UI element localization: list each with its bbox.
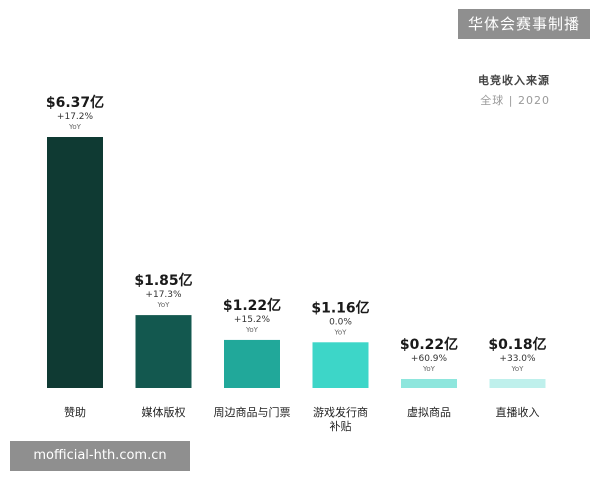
category-label: 周边商品与门票: [214, 405, 291, 419]
bar: [224, 339, 280, 388]
chart-title: 电竞收入来源: [478, 74, 550, 87]
category-label: 直播收入: [496, 405, 540, 419]
yoy-label: YoY: [68, 123, 82, 131]
bar: [312, 342, 369, 388]
bars-group: [47, 137, 546, 388]
growth-label: +33.0%: [499, 354, 536, 364]
category-label: 虚拟商品: [407, 405, 451, 419]
category-label: 赞助: [64, 405, 86, 419]
value-label: $1.85亿: [134, 272, 192, 289]
yoy-label: YoY: [245, 326, 259, 334]
watermark-top: 华体会赛事制播: [458, 9, 590, 39]
bar: [135, 315, 192, 388]
bar: [401, 379, 457, 388]
growth-label: 0.0%: [329, 317, 352, 327]
yoy-label: YoY: [511, 365, 525, 373]
labels-group: $6.37亿+17.2%YoY赞助$1.85亿+17.3%YoY媒体版权$1.2…: [46, 94, 547, 433]
chart-subtitle: 全球 | 2020: [480, 94, 550, 107]
yoy-label: YoY: [334, 328, 348, 336]
value-label: $0.18亿: [488, 336, 546, 353]
category-label: 游戏发行商: [313, 405, 368, 419]
value-label: $1.22亿: [223, 297, 281, 314]
chart-title-block: 电竞收入来源 全球 | 2020: [478, 72, 550, 108]
category-label: 媒体版权: [142, 405, 186, 419]
watermark-bottom: mofficial-hth.com.cn: [10, 441, 190, 471]
bar: [489, 379, 546, 388]
yoy-label: YoY: [157, 301, 171, 309]
yoy-label: YoY: [422, 365, 436, 373]
growth-label: +17.2%: [57, 112, 94, 122]
growth-label: +60.9%: [411, 354, 448, 364]
growth-label: +15.2%: [234, 315, 271, 325]
growth-label: +17.3%: [145, 290, 182, 300]
category-label: 补贴: [330, 419, 352, 433]
bar: [47, 137, 103, 388]
value-label: $6.37亿: [46, 94, 104, 111]
value-label: $0.22亿: [400, 336, 458, 353]
value-label: $1.16亿: [311, 299, 369, 316]
